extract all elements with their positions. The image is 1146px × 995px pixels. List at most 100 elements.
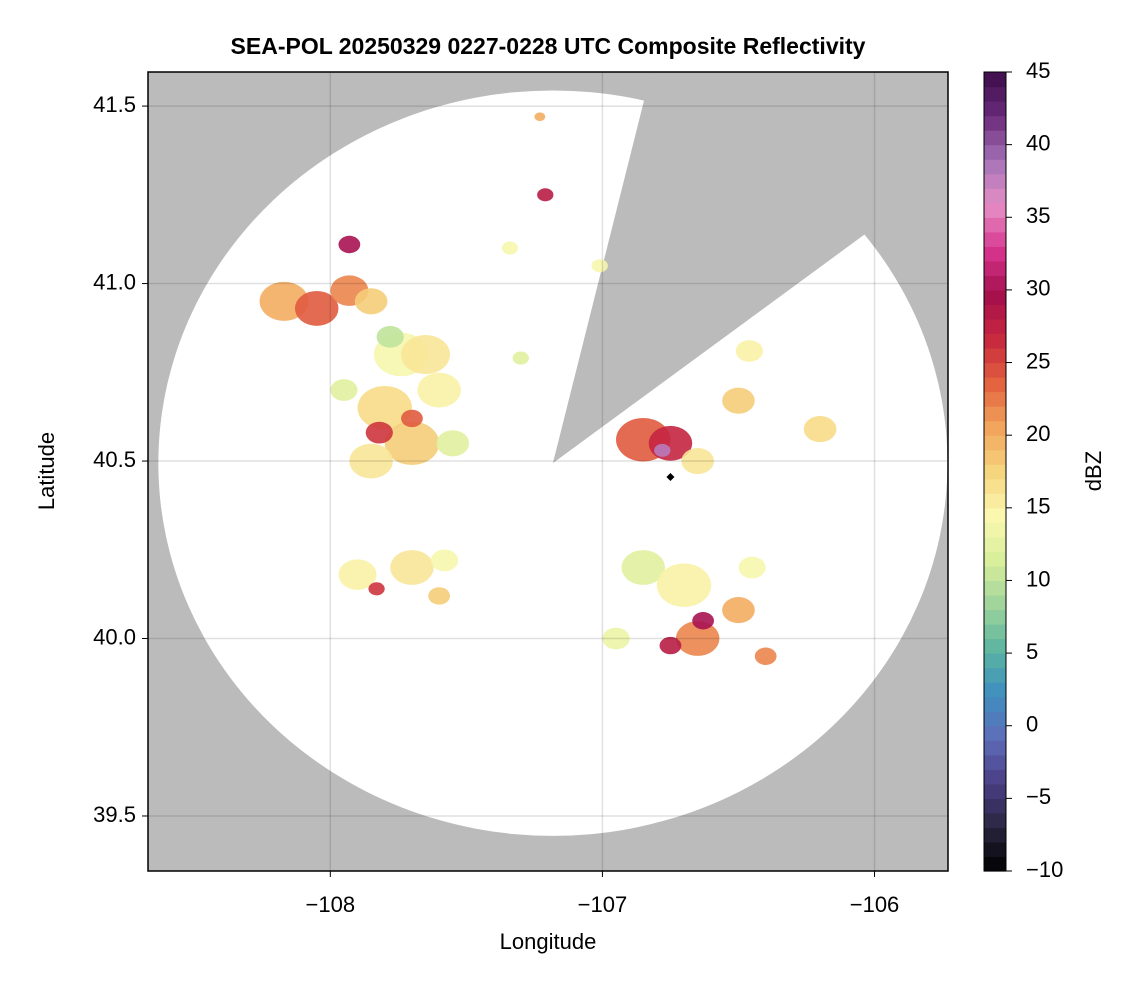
colorbar-segment bbox=[984, 856, 1006, 872]
colorbar-tick-label: 45 bbox=[1026, 58, 1050, 83]
echo-cell bbox=[681, 447, 714, 475]
colorbar-segment bbox=[984, 565, 1006, 582]
colorbar-segment bbox=[984, 362, 1006, 378]
colorbar-segment bbox=[984, 391, 1006, 407]
echo-cell bbox=[365, 421, 393, 444]
colorbar-segment bbox=[984, 318, 1006, 335]
colorbar-segment bbox=[984, 594, 1006, 611]
colorbar-segment bbox=[984, 667, 1006, 683]
colorbar-tick-label: 30 bbox=[1026, 276, 1050, 301]
colorbar-segment bbox=[984, 798, 1006, 814]
echo-cell bbox=[534, 112, 546, 122]
colorbar-segment bbox=[984, 130, 1006, 146]
colorbar-segment bbox=[984, 841, 1006, 858]
y-tick-label: 40.0 bbox=[93, 624, 136, 649]
y-tick-label: 41.0 bbox=[93, 269, 136, 294]
colorbar-tick-label: 15 bbox=[1026, 494, 1050, 519]
colorbar-segment bbox=[984, 348, 1006, 364]
colorbar-segment bbox=[984, 725, 1006, 741]
echo-cell bbox=[401, 334, 451, 375]
echo-cell bbox=[738, 556, 766, 579]
echo-cell bbox=[602, 627, 630, 650]
colorbar-segment bbox=[984, 115, 1006, 131]
echo-cell bbox=[357, 386, 412, 430]
echo-cell bbox=[754, 647, 777, 665]
echo-cell bbox=[735, 340, 763, 362]
colorbar-segment bbox=[984, 696, 1006, 712]
echo-cell bbox=[722, 387, 755, 414]
echo-cell bbox=[659, 636, 682, 655]
colorbar-tick-label: 10 bbox=[1026, 566, 1050, 591]
echo-cell bbox=[294, 290, 339, 326]
plot-area bbox=[148, 72, 948, 871]
echo-cell bbox=[654, 443, 671, 457]
colorbar-segment bbox=[984, 783, 1006, 799]
y-tick-label: 40.5 bbox=[93, 447, 136, 472]
colorbar-segment bbox=[984, 827, 1006, 843]
echo-cell bbox=[430, 549, 459, 572]
echo-cell bbox=[338, 559, 377, 590]
colorbar-segment bbox=[984, 202, 1006, 218]
echo-cell bbox=[692, 612, 714, 630]
echo-cell bbox=[338, 235, 361, 254]
colorbar-segment bbox=[984, 420, 1006, 436]
axes-frame bbox=[147, 71, 949, 872]
colorbar-segment bbox=[984, 769, 1006, 785]
colorbar-segment bbox=[984, 449, 1006, 465]
colorbar-segment bbox=[984, 754, 1006, 770]
colorbar-segment bbox=[984, 711, 1006, 727]
colorbar-tick-label: 35 bbox=[1026, 203, 1050, 228]
overlay: −108 −107 −106 39.5 40.0 40.5 41.0 41.5 −10 −5 0 5 1… bbox=[93, 58, 1063, 917]
echo-cell bbox=[330, 379, 358, 401]
colorbar-label: dBZ bbox=[1081, 451, 1106, 491]
colorbar-segment bbox=[984, 812, 1006, 829]
colorbar-segment bbox=[984, 217, 1006, 233]
echo-cell bbox=[675, 621, 720, 656]
echo-cell bbox=[621, 550, 666, 585]
colorbar-segment bbox=[984, 231, 1006, 247]
echo-cell bbox=[368, 582, 385, 596]
colorbar-segment bbox=[984, 173, 1006, 189]
echo-cell bbox=[436, 430, 470, 457]
colorbar-segment bbox=[984, 246, 1006, 262]
colorbar-segment bbox=[984, 551, 1006, 567]
colorbar-segment bbox=[984, 740, 1006, 756]
echo-cell bbox=[384, 421, 440, 466]
colorbar-segment bbox=[984, 406, 1006, 422]
echo-cell bbox=[354, 288, 388, 315]
colorbar-segment bbox=[984, 478, 1006, 494]
colorbar-segment bbox=[984, 580, 1006, 596]
colorbar-tick-label: 0 bbox=[1026, 712, 1038, 737]
colorbar-tick-label: 25 bbox=[1026, 348, 1050, 373]
colorbar-frame bbox=[983, 71, 1007, 872]
colorbar-segment bbox=[984, 624, 1006, 640]
echo-cell bbox=[656, 563, 712, 608]
colorbar-segment bbox=[984, 638, 1006, 654]
colorbar-segment bbox=[984, 333, 1006, 349]
echo-cell bbox=[428, 587, 451, 605]
colorbar-segment bbox=[984, 101, 1006, 117]
colorbar-segment bbox=[984, 275, 1006, 291]
x-tick-label: −108 bbox=[306, 892, 356, 917]
echo-cell bbox=[349, 443, 393, 479]
y-tick-label: 41.5 bbox=[93, 92, 136, 117]
colorbar-tick-label: −10 bbox=[1026, 857, 1063, 882]
colorbar-segment bbox=[984, 144, 1006, 160]
blocked-sector bbox=[552, 72, 948, 464]
radar-site bbox=[666, 473, 675, 482]
colorbar-segment bbox=[984, 304, 1006, 320]
echo-cell bbox=[803, 416, 837, 443]
x-tick-label: −106 bbox=[850, 892, 900, 917]
colorbar-segment bbox=[984, 188, 1006, 204]
colorbar-segment bbox=[984, 260, 1006, 276]
x-axis-label: Longitude bbox=[500, 929, 597, 954]
colorbar-segment bbox=[984, 435, 1006, 451]
echo-cell bbox=[722, 597, 755, 624]
colorbar-tick-label: −5 bbox=[1026, 784, 1051, 809]
colorbar-tick-label: 5 bbox=[1026, 639, 1038, 664]
colorbar-tick-label: 20 bbox=[1026, 421, 1050, 446]
colorbar-segment bbox=[984, 536, 1006, 552]
x-tick-label: −107 bbox=[578, 892, 628, 917]
colorbar-segment bbox=[984, 289, 1006, 306]
